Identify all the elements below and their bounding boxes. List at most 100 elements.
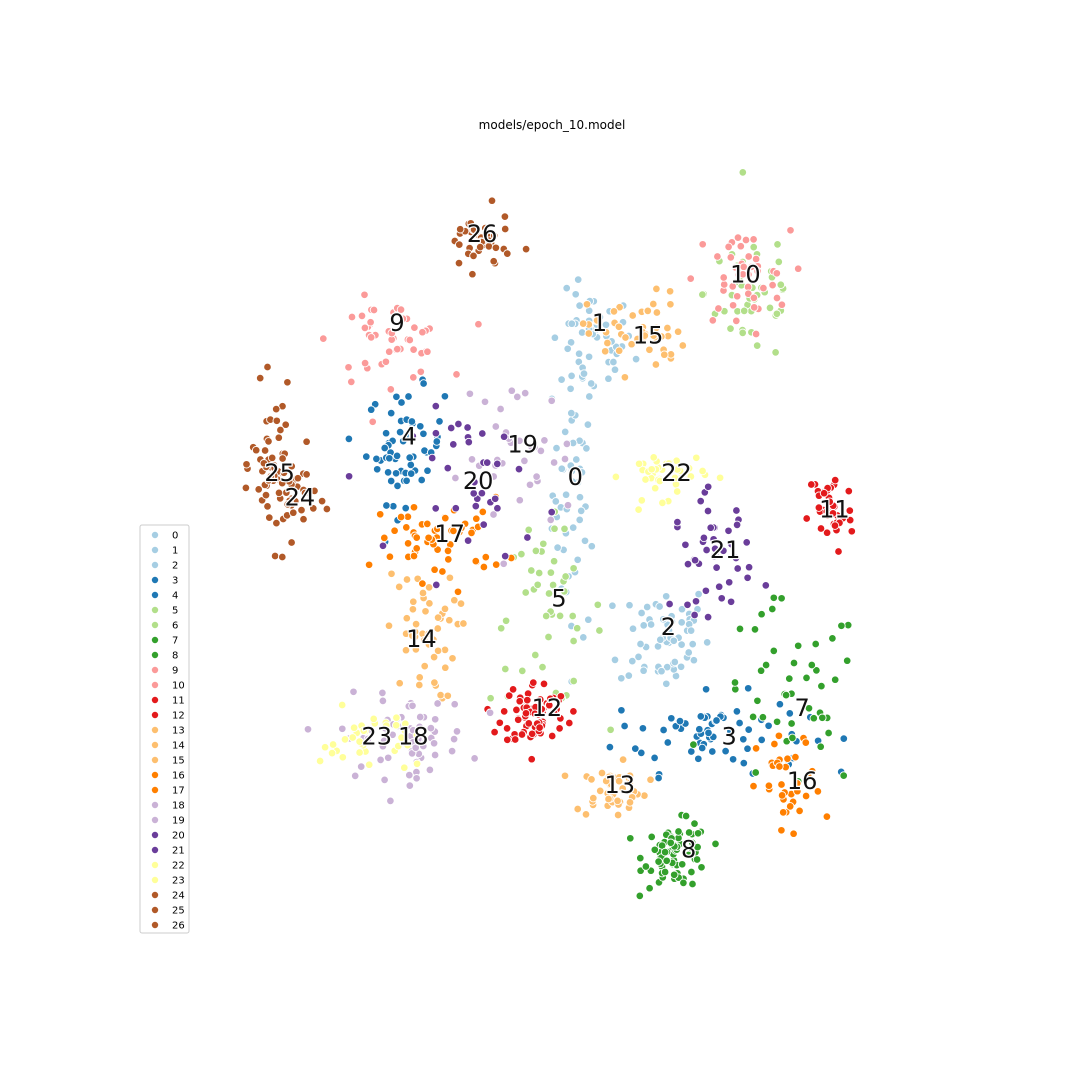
data-point-cluster-21 bbox=[726, 597, 736, 607]
data-point-cluster-15 bbox=[652, 308, 662, 317]
data-point-cluster-2 bbox=[628, 656, 637, 666]
data-point-cluster-20 bbox=[523, 533, 532, 542]
data-point-cluster-8 bbox=[636, 853, 645, 863]
data-point-cluster-16 bbox=[801, 791, 811, 801]
data-point-cluster-7 bbox=[753, 696, 762, 706]
data-point-cluster-4 bbox=[423, 466, 432, 475]
data-point-cluster-3 bbox=[659, 725, 668, 735]
data-point-cluster-22 bbox=[647, 465, 656, 474]
data-point-cluster-18 bbox=[426, 723, 436, 733]
legend-label-14: 14 bbox=[172, 741, 185, 752]
data-point-cluster-13 bbox=[601, 776, 611, 786]
data-point-cluster-5 bbox=[546, 568, 556, 577]
data-point-cluster-4 bbox=[386, 476, 396, 486]
data-point-cluster-12 bbox=[524, 719, 534, 728]
data-point-cluster-12 bbox=[523, 695, 532, 705]
data-point-cluster-7 bbox=[735, 624, 745, 634]
legend-marker-24 bbox=[150, 891, 159, 900]
data-point-cluster-3 bbox=[620, 721, 629, 731]
data-point-cluster-3 bbox=[694, 754, 703, 764]
data-point-cluster-0 bbox=[584, 615, 593, 624]
data-point-cluster-11 bbox=[807, 480, 816, 489]
data-point-cluster-3 bbox=[637, 748, 646, 758]
data-point-cluster-4 bbox=[383, 468, 393, 477]
legend-marker-2 bbox=[150, 561, 159, 570]
data-point-cluster-9 bbox=[393, 344, 402, 354]
data-point-cluster-18 bbox=[405, 770, 414, 780]
data-point-cluster-10 bbox=[749, 235, 758, 244]
legend-label-10: 10 bbox=[172, 681, 185, 692]
data-point-cluster-7 bbox=[757, 609, 766, 619]
data-point-cluster-0 bbox=[575, 492, 585, 502]
data-point-cluster-20 bbox=[478, 429, 487, 438]
data-point-cluster-15 bbox=[609, 307, 619, 316]
data-point-cluster-20 bbox=[443, 463, 453, 473]
data-point-cluster-21 bbox=[683, 559, 693, 569]
data-point-cluster-2 bbox=[646, 620, 656, 629]
data-point-cluster-4 bbox=[407, 417, 417, 426]
data-point-cluster-7 bbox=[768, 604, 777, 614]
data-point-cluster-12 bbox=[527, 754, 536, 764]
data-point-cluster-22 bbox=[686, 472, 696, 481]
data-point-cluster-18 bbox=[433, 699, 442, 708]
data-point-cluster-7 bbox=[788, 733, 797, 743]
data-point-cluster-3 bbox=[775, 699, 785, 709]
data-point-cluster-21 bbox=[681, 540, 690, 550]
data-point-cluster-4 bbox=[380, 443, 389, 453]
data-point-cluster-5 bbox=[539, 539, 548, 549]
data-point-cluster-2 bbox=[669, 636, 679, 646]
data-point-cluster-19 bbox=[489, 510, 498, 519]
data-point-cluster-16 bbox=[775, 762, 784, 771]
data-point-cluster-2 bbox=[676, 662, 686, 672]
data-point-cluster-22 bbox=[672, 487, 682, 496]
data-point-cluster-13 bbox=[625, 798, 635, 807]
cluster-label-18: 18 bbox=[398, 722, 429, 750]
data-point-cluster-7 bbox=[804, 704, 814, 713]
data-point-cluster-5 bbox=[534, 568, 544, 578]
data-point-cluster-10 bbox=[730, 263, 740, 272]
data-point-cluster-14 bbox=[420, 636, 429, 645]
data-point-cluster-14 bbox=[402, 613, 412, 623]
data-point-cluster-20 bbox=[499, 432, 509, 441]
data-point-cluster-16 bbox=[764, 781, 774, 790]
data-point-cluster-19 bbox=[491, 422, 501, 431]
data-point-cluster-15 bbox=[649, 331, 658, 340]
data-point-cluster-14 bbox=[387, 569, 396, 579]
data-point-cluster-16 bbox=[777, 791, 787, 800]
data-point-cluster-14 bbox=[415, 680, 424, 690]
data-point-cluster-7 bbox=[812, 666, 821, 675]
data-point-cluster-8 bbox=[687, 867, 696, 877]
data-point-cluster-5 bbox=[569, 564, 578, 573]
legend-label-8: 8 bbox=[172, 651, 178, 662]
data-point-cluster-23 bbox=[412, 759, 422, 769]
data-point-cluster-9 bbox=[368, 417, 377, 427]
data-point-cluster-0 bbox=[552, 443, 561, 453]
data-point-cluster-10 bbox=[728, 301, 738, 310]
data-point-cluster-14 bbox=[433, 646, 443, 656]
data-point-cluster-0 bbox=[585, 392, 594, 401]
data-point-cluster-10 bbox=[733, 233, 743, 242]
data-point-cluster-23 bbox=[340, 735, 350, 744]
legend-marker-14 bbox=[150, 741, 159, 750]
data-point-cluster-14 bbox=[430, 678, 439, 687]
data-point-cluster-15 bbox=[643, 306, 653, 316]
data-point-cluster-11 bbox=[830, 521, 840, 530]
data-point-cluster-1 bbox=[579, 369, 589, 378]
data-point-cluster-14 bbox=[459, 619, 468, 628]
data-point-cluster-13 bbox=[625, 771, 635, 780]
data-point-cluster-3 bbox=[675, 716, 685, 726]
data-point-cluster-3 bbox=[667, 714, 676, 723]
data-point-cluster-19 bbox=[520, 388, 530, 398]
data-point-cluster-3 bbox=[839, 734, 849, 743]
data-point-cluster-3 bbox=[726, 726, 735, 736]
data-point-cluster-9 bbox=[366, 333, 376, 342]
data-point-cluster-9 bbox=[384, 347, 394, 356]
data-point-cluster-21 bbox=[690, 555, 700, 565]
data-point-cluster-5 bbox=[568, 611, 577, 621]
data-point-cluster-2 bbox=[628, 624, 638, 633]
data-point-cluster-23 bbox=[348, 733, 357, 742]
data-point-cluster-26 bbox=[503, 249, 512, 258]
data-point-cluster-0 bbox=[580, 536, 590, 546]
data-point-cluster-20 bbox=[431, 401, 441, 411]
data-point-cluster-9 bbox=[386, 385, 396, 394]
